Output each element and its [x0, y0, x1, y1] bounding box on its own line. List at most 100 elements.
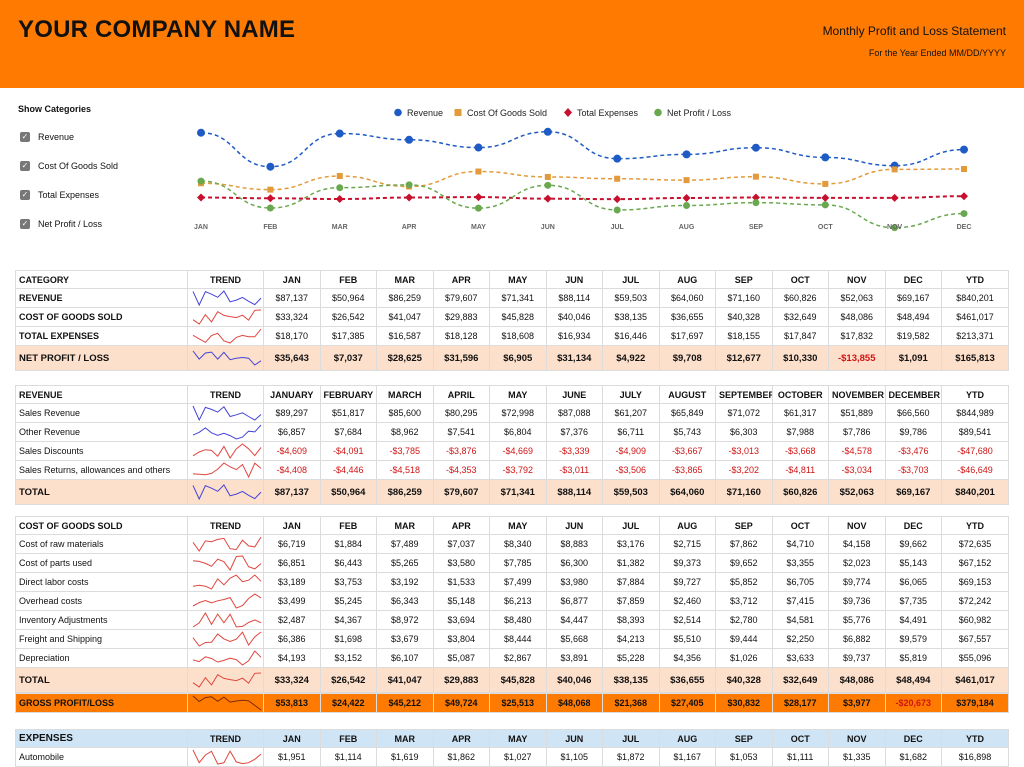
value-cell: $86,259: [376, 288, 434, 308]
value-cell: $1,105: [545, 747, 603, 767]
value-cell: $1,682: [884, 747, 942, 767]
column-header: JAN: [263, 729, 321, 748]
value-cell: $4,356: [658, 648, 716, 668]
trend-cell: [187, 747, 264, 767]
x-tick-label: JUN: [541, 224, 555, 231]
category-toggle-revenue[interactable]: ✓ Revenue: [18, 122, 178, 151]
trend-sparkline: [192, 536, 262, 552]
value-cell: $18,128: [432, 326, 490, 346]
column-header: JANUARY: [263, 385, 321, 404]
row-label: Sales Revenue: [15, 403, 188, 423]
sparkline-path: [192, 555, 262, 571]
sparkline-path: [192, 424, 262, 440]
value-cell: $6,303: [715, 422, 773, 442]
value-cell: $4,213: [602, 629, 660, 649]
gross-profit-table: GROSS PROFIT/LOSS $53,813 $24,422 $45,212 $4…: [15, 693, 1009, 713]
column-header: YTD: [941, 729, 1009, 748]
column-header: AUG: [658, 270, 716, 289]
value-cell: $51,889: [828, 403, 886, 423]
checkbox-checked-icon[interactable]: ✓: [20, 160, 30, 171]
value-cell: $89,297: [263, 403, 321, 423]
category-toggle-cogs[interactable]: ✓ Cost Of Goods Sold: [18, 151, 178, 180]
value-cell: $4,922: [602, 345, 660, 371]
x-tick-label: NOV: [887, 224, 903, 231]
column-header: REVENUE: [15, 385, 188, 404]
table-row: Sales Discounts -$4,609 -$4,091 -$3,785 -$3,…: [15, 441, 1009, 461]
checkbox-checked-icon[interactable]: ✓: [20, 218, 30, 229]
value-cell: $9,579: [884, 629, 942, 649]
sparkline-path: [192, 650, 262, 666]
value-cell: $33,324: [263, 307, 321, 327]
value-cell: $7,785: [489, 553, 547, 573]
value-cell: $72,242: [941, 591, 1009, 611]
table-row: COST OF GOODS SOLD $33,324 $26,542 $41,047 $…: [15, 307, 1009, 327]
column-header: MAR: [376, 516, 434, 535]
category-label: Revenue: [38, 131, 75, 142]
value-cell: -$4,446: [319, 460, 377, 480]
legend-item: Net Profit / Loss: [654, 108, 732, 118]
data-point: [474, 143, 483, 152]
table-row: REVENUE $87,137 $50,964 $86,259 $79,607 $71,3…: [15, 288, 1009, 308]
data-point: [891, 166, 898, 173]
column-header: OCT: [771, 729, 829, 748]
value-cell: $48,494: [884, 667, 942, 693]
category-toggle-net-profit[interactable]: ✓ Net Profit / Loss: [18, 209, 178, 238]
value-cell: $8,340: [489, 534, 547, 554]
x-tick-label: AUG: [679, 224, 695, 231]
value-cell: $19,582: [884, 326, 942, 346]
column-header: SEP: [715, 516, 773, 535]
data-point: [960, 192, 968, 201]
data-point: [405, 181, 413, 189]
column-header: APR: [432, 729, 490, 748]
value-cell: -$3,876: [432, 441, 490, 461]
trend-cell: [187, 441, 264, 461]
column-header: NOVEMBER: [828, 385, 886, 404]
value-cell: $6,719: [263, 534, 321, 554]
data-point: [682, 150, 691, 159]
value-cell: $40,046: [545, 667, 603, 693]
value-cell: $5,228: [602, 648, 660, 668]
value-cell: -$4,518: [376, 460, 434, 480]
data-point: [683, 201, 691, 209]
category-toggle-expenses[interactable]: ✓ Total Expenses: [18, 180, 178, 209]
data-point: [405, 193, 414, 202]
table-row: Cost of parts used $6,851 $6,443 $5,265 $3,5…: [15, 553, 1009, 573]
column-header: MAY: [489, 516, 547, 535]
legend-label: Cost Of Goods Sold: [467, 108, 547, 118]
column-header: MAY: [489, 385, 547, 404]
row-label: Overhead costs: [15, 591, 188, 611]
value-cell: $7,037: [319, 345, 377, 371]
value-cell: $38,135: [602, 667, 660, 693]
value-cell: $4,447: [545, 610, 603, 630]
trend-sparkline: [192, 350, 262, 366]
checkbox-checked-icon[interactable]: ✓: [20, 131, 30, 142]
trend-sparkline: [192, 405, 262, 422]
value-cell: $4,491: [884, 610, 942, 630]
row-label: Cost of parts used: [15, 553, 188, 573]
value-cell: $7,684: [319, 422, 377, 442]
column-header: JUN: [545, 516, 603, 535]
data-point: [751, 193, 760, 202]
trend-cell: [187, 667, 264, 693]
trend-cell: [187, 422, 264, 442]
column-header: MAR: [376, 729, 434, 748]
value-cell: $4,581: [771, 610, 829, 630]
data-point: [613, 206, 621, 214]
sparkline-path: [192, 574, 262, 590]
value-cell: $28,625: [376, 345, 434, 371]
value-cell: $59,503: [602, 288, 660, 308]
value-cell: $6,882: [828, 629, 886, 649]
trend-sparkline: [192, 462, 262, 479]
checkbox-checked-icon[interactable]: ✓: [20, 189, 30, 200]
value-cell: $6,905: [489, 345, 547, 371]
sparkline-path: [192, 462, 262, 479]
sparkline-path: [192, 309, 262, 325]
value-cell: $6,343: [376, 591, 434, 611]
value-cell: $28,177: [771, 693, 829, 713]
value-cell: -$3,202: [715, 460, 773, 480]
value-cell: $85,600: [376, 403, 434, 423]
column-header: TREND: [187, 270, 264, 289]
x-tick-label: SEP: [749, 224, 763, 231]
value-cell: $71,160: [715, 288, 773, 308]
value-cell: $3,580: [432, 553, 490, 573]
